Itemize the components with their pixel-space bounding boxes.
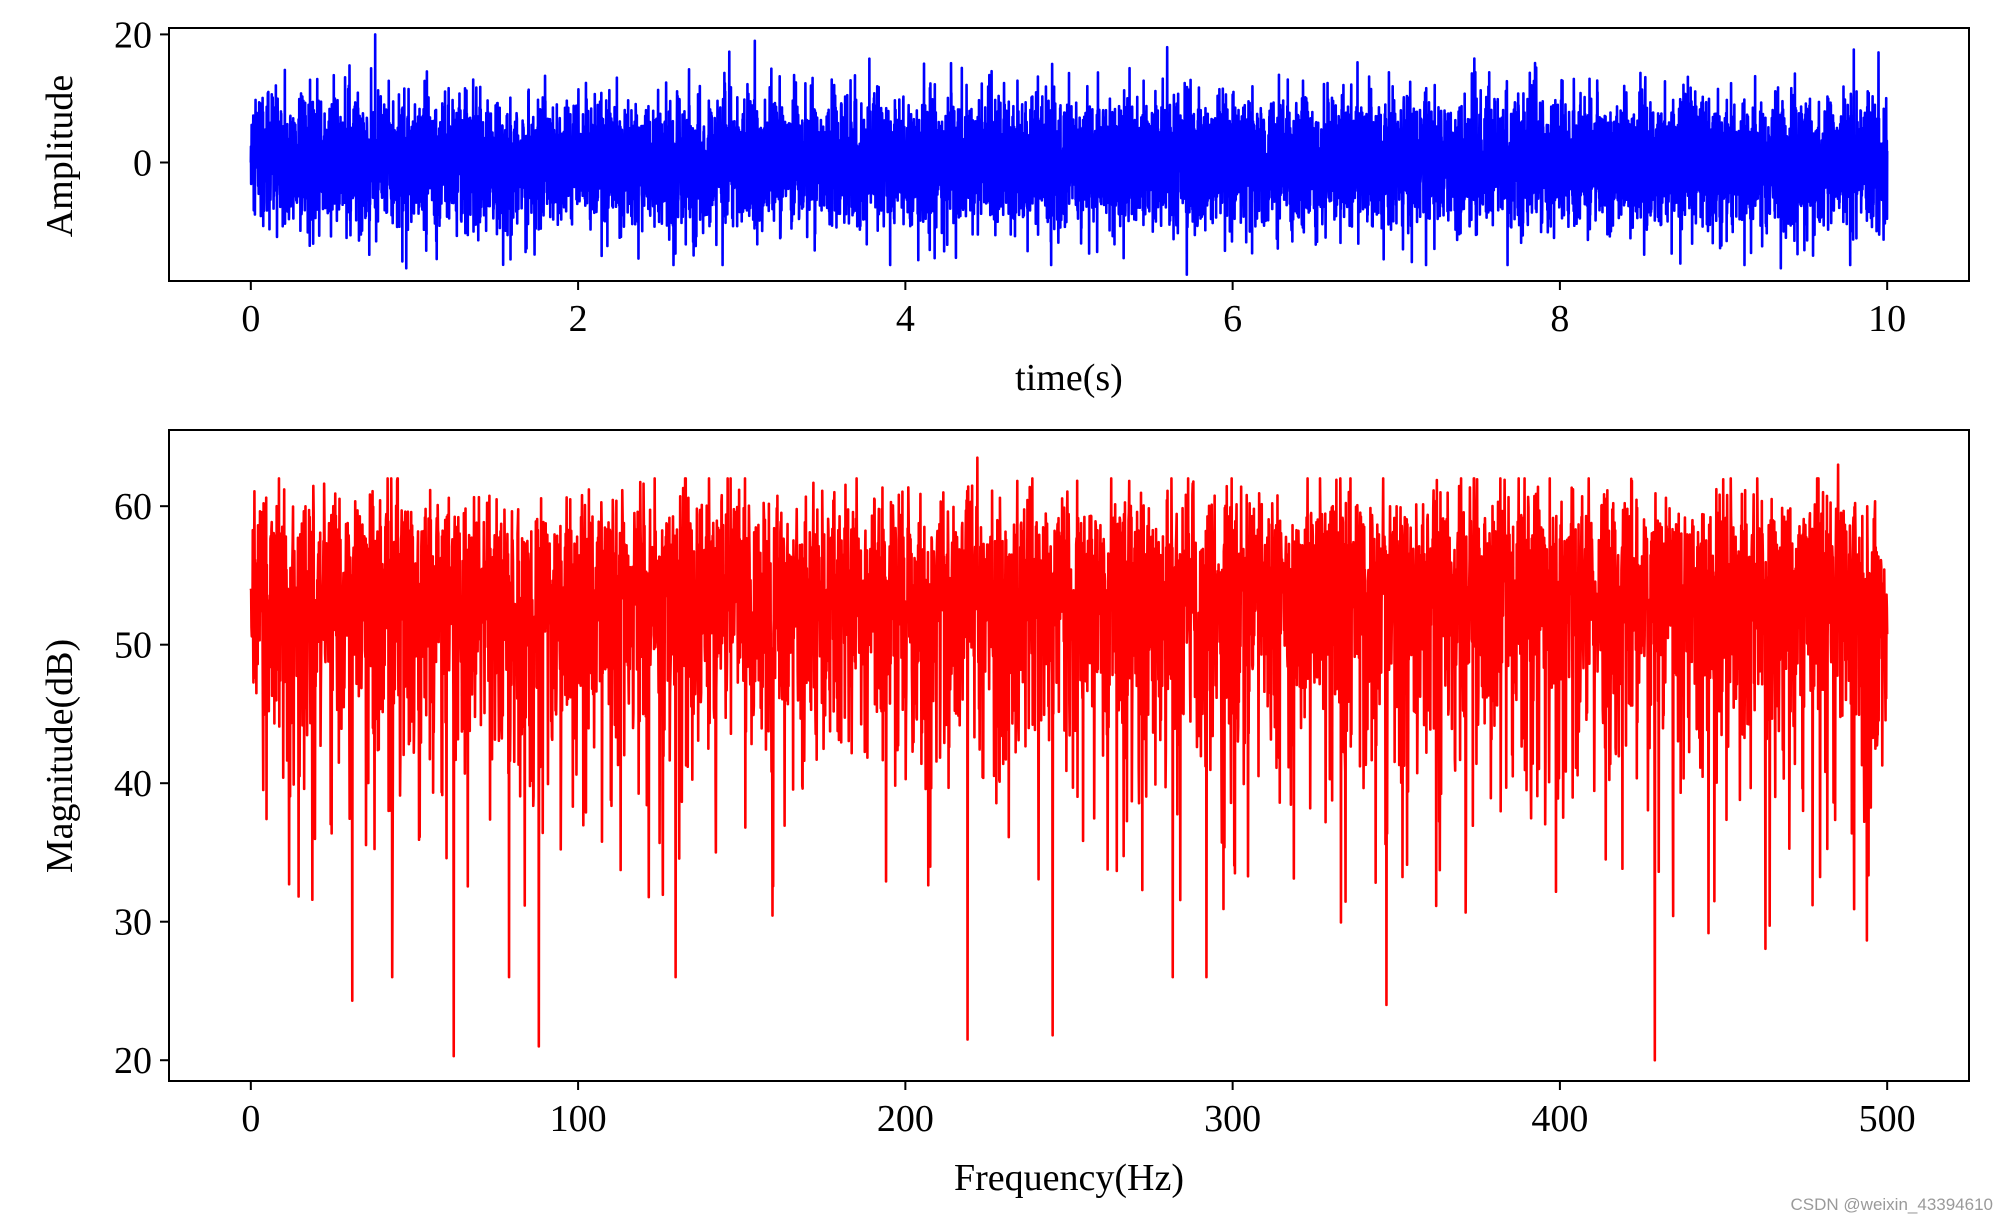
frequency-spectrum-plot: 0 100 200 300 400 500 20 30 40 50 60 Frequency(Hz… [39, 429, 1970, 1199]
watermark-text: CSDN @weixin_43394610 [1791, 1195, 1993, 1214]
spectrum-y-axis-label: Magnitude(dB) [39, 639, 81, 873]
spectrum-y-tick-label: 60 [114, 486, 152, 528]
spectrum-y-ticks: 20 30 40 50 60 [114, 486, 169, 1082]
time-x-tick-label: 4 [896, 298, 915, 340]
time-signal-line [249, 33, 1889, 276]
time-x-ticks: 0 2 4 6 8 10 [241, 281, 1906, 340]
spectrum-line [249, 456, 1889, 1062]
spectrum-x-tick-label: 500 [1859, 1098, 1916, 1140]
spectrum-x-axis-label: Frequency(Hz) [954, 1157, 1184, 1199]
spectrum-x-ticks: 0 100 200 300 400 500 [241, 1081, 1916, 1140]
spectrum-x-tick-label: 100 [550, 1098, 607, 1140]
time-x-axis-label: time(s) [1015, 357, 1123, 399]
spectrum-y-tick-label: 20 [114, 1040, 152, 1082]
spectrum-x-tick-label: 0 [241, 1098, 260, 1140]
time-x-tick-label: 2 [569, 298, 588, 340]
time-x-tick-label: 8 [1550, 298, 1569, 340]
time-y-ticks: 0 20 [114, 14, 169, 185]
time-y-tick-label: 20 [114, 14, 152, 56]
spectrum-y-tick-label: 40 [114, 763, 152, 805]
spectrum-y-tick-label: 30 [114, 902, 152, 944]
spectrum-x-tick-label: 200 [877, 1098, 934, 1140]
time-x-tick-label: 0 [241, 298, 260, 340]
time-y-axis-label: Amplitude [39, 75, 81, 238]
spectrum-x-tick-label: 400 [1531, 1098, 1588, 1140]
time-x-tick-label: 10 [1868, 298, 1906, 340]
time-x-tick-label: 6 [1223, 298, 1242, 340]
spectrum-x-tick-label: 300 [1204, 1098, 1261, 1140]
time-y-tick-label: 0 [133, 143, 152, 185]
time-domain-plot: 0 2 4 6 8 10 0 20 time(s) Amplitude [39, 14, 1970, 399]
spectrum-y-tick-label: 50 [114, 625, 152, 667]
